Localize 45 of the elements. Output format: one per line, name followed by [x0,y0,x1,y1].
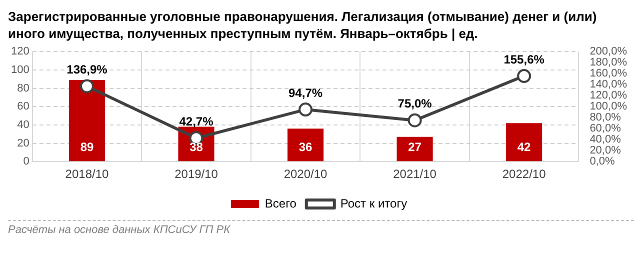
data-label: 94,7% [288,86,323,100]
data-label: 42,7% [179,114,214,128]
bar [68,80,106,162]
y2-tick-label: 140,0% [590,78,628,91]
y2-tick-label: 100,0% [590,100,628,113]
x-tick-label: 2021/10 [393,167,437,182]
point [80,79,94,94]
text: Расчёты на основе данных КПСиСУ ГП РК [8,220,634,236]
legend-label: Всего [264,196,297,210]
y2-tick-label: 40,0% [590,134,622,146]
data-label: 38 [190,140,204,154]
data-label: 155,6% [504,52,545,66]
chart-title: Зарегистрированные уголовные правонарушения. Легализация (отмывание) денег и (или) иного имущества, полученных преступным путём. Январь–октябрь | ед. [8,8,598,42]
y2-tick-label: 60,0% [590,122,622,135]
y-tick-label: 100 [10,64,30,76]
data-label: 75,0% [398,96,432,111]
point [517,69,532,84]
y2-tick-label: 80,0% [590,112,622,124]
y-tick-label: 20 [17,137,30,150]
data-label: 36 [298,140,313,154]
data-label: 136,9% [66,62,108,77]
y2-tick-label: 180,0% [590,56,628,69]
bar [396,136,433,162]
x-tick-label: 2020/10 [284,167,328,182]
data-label: 42 [517,140,532,154]
y-tick-label: 60 [17,100,30,113]
point [298,102,313,117]
y2-tick-label: 0,0% [590,156,615,168]
x-tick-label: 2018/10 [65,167,109,182]
y-tick-label: 40 [17,118,30,131]
data-label: 89 [80,140,94,154]
x-tick-label: 2019/10 [174,167,218,182]
y2-tick-label: 20,0% [590,144,622,157]
y2-tick-label: 200,0% [590,46,628,58]
x-tick-label: 2022/10 [502,167,546,182]
y2-tick-label: 120,0% [590,90,628,102]
y-tick-label: 120 [10,46,30,58]
bar [287,128,324,162]
y2-tick-label: 160,0% [590,68,628,80]
y-tick-label: 0 [23,156,30,168]
legend-label: Рост к итогу [340,196,408,210]
data-label: 27 [408,140,422,154]
y-tick-label: 80 [17,82,30,94]
bar [506,123,542,162]
point [408,113,422,128]
